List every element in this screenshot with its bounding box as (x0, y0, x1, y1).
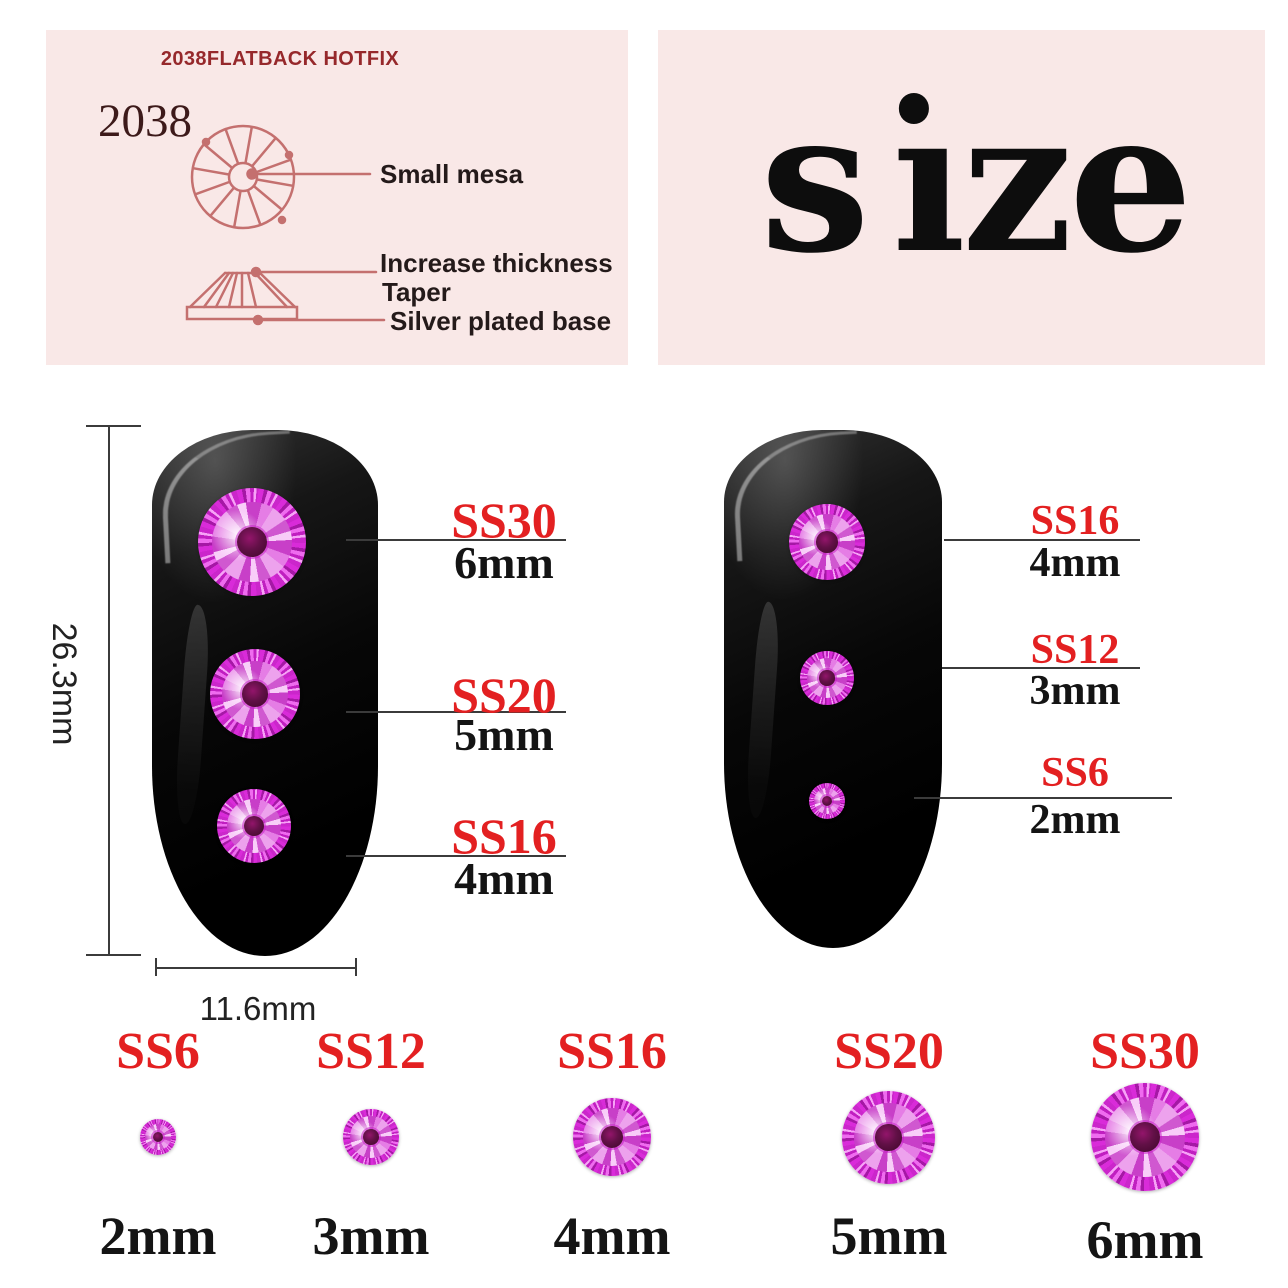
label-silver-plated-base: Silver plated base (390, 306, 612, 336)
spec-panel (46, 30, 628, 365)
height-measure-cap-top (86, 425, 141, 427)
label-increase-thickness: Increase thickness (380, 248, 613, 278)
width-measure-tick-right (355, 958, 357, 976)
rhinestone-ss16 (789, 504, 865, 580)
rhinestone-ss16 (217, 789, 291, 863)
width-measure-tick-left (155, 958, 157, 976)
rhinestone-ss12 (800, 651, 854, 705)
callout-ss6-right: SS6 (1041, 750, 1109, 796)
label-taper: Taper (382, 277, 451, 307)
rhinestone-core (242, 681, 268, 707)
height-measure-cap-bottom (86, 954, 141, 956)
callout-line (346, 711, 566, 713)
chart-size-2mm: 2mm (99, 1206, 217, 1266)
rhinestone-core (821, 795, 833, 807)
label-small-mesa: Small mesa (380, 159, 524, 189)
chart-label-ss12: SS12 (316, 1023, 426, 1080)
chart-stone-ss12 (343, 1109, 399, 1165)
nail-height-value: 26.3mm (45, 622, 83, 746)
i-dot (898, 93, 930, 124)
chart-size-5mm: 5mm (830, 1206, 948, 1266)
chart-stone-ss16 (573, 1098, 651, 1176)
callout-2mm-right: 2mm (1029, 797, 1121, 843)
rhinestone-diagram (185, 124, 386, 326)
silver-base-shape (185, 305, 299, 321)
callout-line (346, 539, 566, 541)
rhinestone-ss30 (198, 488, 306, 596)
chart-label-ss20: SS20 (834, 1023, 944, 1080)
spec-panel-header: 2038FLATBACK HOTFIX (160, 48, 400, 70)
chart-label-ss6: SS6 (116, 1023, 200, 1080)
rhinestone-core (816, 531, 838, 553)
callout-ss16: SS16 (451, 808, 557, 864)
rhinestone-core (1129, 1121, 1161, 1153)
callout-6mm: 6mm (454, 537, 554, 588)
rhinestone-ss20 (210, 649, 300, 739)
chart-size-3mm: 3mm (312, 1206, 430, 1266)
nail-width-value: 11.6mm (199, 990, 317, 1027)
rhinestone-core (819, 670, 835, 686)
rhinestone-core (152, 1131, 164, 1143)
rhinestone-ss6 (809, 783, 845, 819)
callout-line (346, 855, 566, 857)
top-view-diagram (190, 124, 372, 230)
callout-3mm-right: 3mm (1029, 668, 1121, 714)
height-measure-line (108, 426, 110, 956)
model-number: 2038 (98, 95, 192, 147)
rhinestone-core (243, 815, 265, 837)
callout-line (942, 667, 1140, 669)
callout-4mm: 4mm (454, 853, 554, 904)
callout-4mm-right: 4mm (1029, 540, 1121, 586)
chart-size-4mm: 4mm (553, 1206, 671, 1266)
callout-ss20: SS20 (451, 667, 557, 723)
size-panel (658, 30, 1265, 365)
width-measure-line (155, 967, 357, 969)
chart-label-ss16: SS16 (557, 1023, 667, 1080)
size-title-text: s ı ze (760, 67, 1193, 296)
rhinestone-core (875, 1124, 902, 1151)
chart-stone-ss20 (842, 1091, 935, 1184)
chart-size-6mm: 6mm (1086, 1210, 1204, 1270)
callout-line (914, 797, 1172, 799)
callout-5mm: 5mm (454, 709, 554, 760)
callout-line (944, 539, 1140, 541)
rhinestone-core (236, 526, 268, 558)
callout-ss16-right: SS16 (1030, 498, 1120, 544)
chart-label-ss30: SS30 (1090, 1023, 1200, 1080)
callout-ss12-right: SS12 (1030, 627, 1120, 673)
side-view-diagram (185, 266, 386, 326)
rhinestone-core (601, 1126, 623, 1148)
rhinestone-core (363, 1129, 379, 1145)
callout-ss30: SS30 (451, 492, 557, 548)
chart-stone-ss30 (1091, 1083, 1199, 1191)
chart-stone-ss6 (140, 1119, 176, 1155)
